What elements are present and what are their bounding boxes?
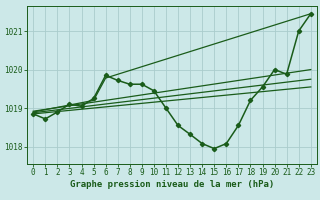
X-axis label: Graphe pression niveau de la mer (hPa): Graphe pression niveau de la mer (hPa) (70, 180, 274, 189)
